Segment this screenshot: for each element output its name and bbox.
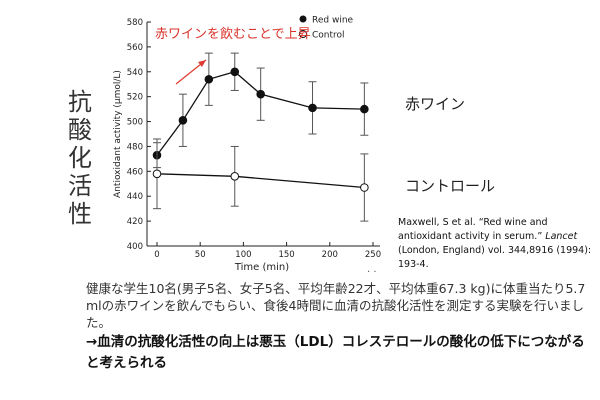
decorative-dots: · ·: [367, 267, 377, 278]
x-tick-group: 0 50 100 150 200 250: [154, 242, 381, 260]
data-point-red-wine: [256, 89, 265, 99]
x-tick-label: 200: [322, 250, 338, 260]
data-point-control: [360, 183, 369, 192]
control-side-label: コントロール: [405, 177, 496, 195]
experiment-description: 健康な学生10名(男子5名、女子5名、平均年齢22才、平均体重67.3 kg)に…: [86, 281, 586, 330]
data-point-control: [152, 169, 162, 179]
data-point-red-wine: [178, 116, 188, 125]
y-tick-group: 400 420 440 460 480 500 520 540 560 580: [127, 18, 151, 252]
legend-label-control: Control: [312, 31, 345, 41]
x-tick-label: 100: [235, 250, 251, 260]
x-tick-label: 50: [195, 250, 206, 260]
legend-marker-control: [299, 30, 307, 38]
y-tick-label: 440: [127, 192, 143, 202]
vertical-title: 抗 酸 化 活 性: [62, 88, 98, 228]
data-point-red-wine: [230, 67, 240, 77]
series-layer: [152, 52, 369, 222]
data-point-red-wine: [308, 103, 317, 113]
citation: Maxwell, S et al. “Red wine and antioxid…: [398, 216, 593, 272]
x-tick-label: 150: [278, 250, 294, 260]
legend-label-red-wine: Red wine: [312, 16, 354, 26]
series-line-control: [156, 173, 365, 189]
data-point-red-wine: [360, 104, 369, 114]
x-tick-label: 250: [365, 250, 381, 260]
red-wine-annotation: 赤ワインを飲むことで上昇: [155, 26, 311, 42]
conclusion-text: →血清の抗酸化活性の向上は悪玉（LDL）コレステロールの酸化の低下につながると考…: [86, 334, 585, 371]
vertical-title-char: 性: [68, 200, 92, 228]
vertical-title-char: 抗: [68, 88, 92, 116]
x-axis-label: Time (min): [234, 262, 289, 273]
y-tick-label: 480: [127, 142, 143, 152]
citation-journal: Lancet: [545, 231, 578, 242]
legend-marker-red-wine: [299, 15, 307, 23]
citation-rest: (London, England) vol. 344,8916 (1994): …: [398, 245, 592, 270]
legend: Red wine Control: [299, 15, 354, 41]
vertical-title-char: 化: [68, 144, 92, 172]
y-tick-label: 460: [127, 167, 143, 177]
y-tick-label: 580: [127, 18, 143, 28]
y-tick-label: 400: [127, 242, 143, 252]
x-tick-label: 0: [154, 250, 159, 260]
annotation-arrow-head: [198, 60, 206, 67]
y-tick-label: 420: [127, 217, 143, 227]
data-point-control: [230, 172, 240, 181]
y-tick-label: 560: [127, 43, 143, 53]
y-axis-label: Antioxidant activity (μmol/L): [113, 70, 123, 198]
red-wine-side-label: 赤ワイン: [405, 95, 466, 113]
y-tick-label: 500: [127, 118, 143, 128]
citation-authors: Maxwell, S et al. “Red wine and antioxid…: [398, 217, 548, 242]
y-tick-label: 540: [127, 68, 143, 78]
y-tick-label: 520: [127, 93, 143, 103]
vertical-title-char: 活: [68, 172, 92, 200]
data-point-red-wine: [204, 74, 214, 84]
vertical-title-char: 酸: [68, 116, 92, 144]
